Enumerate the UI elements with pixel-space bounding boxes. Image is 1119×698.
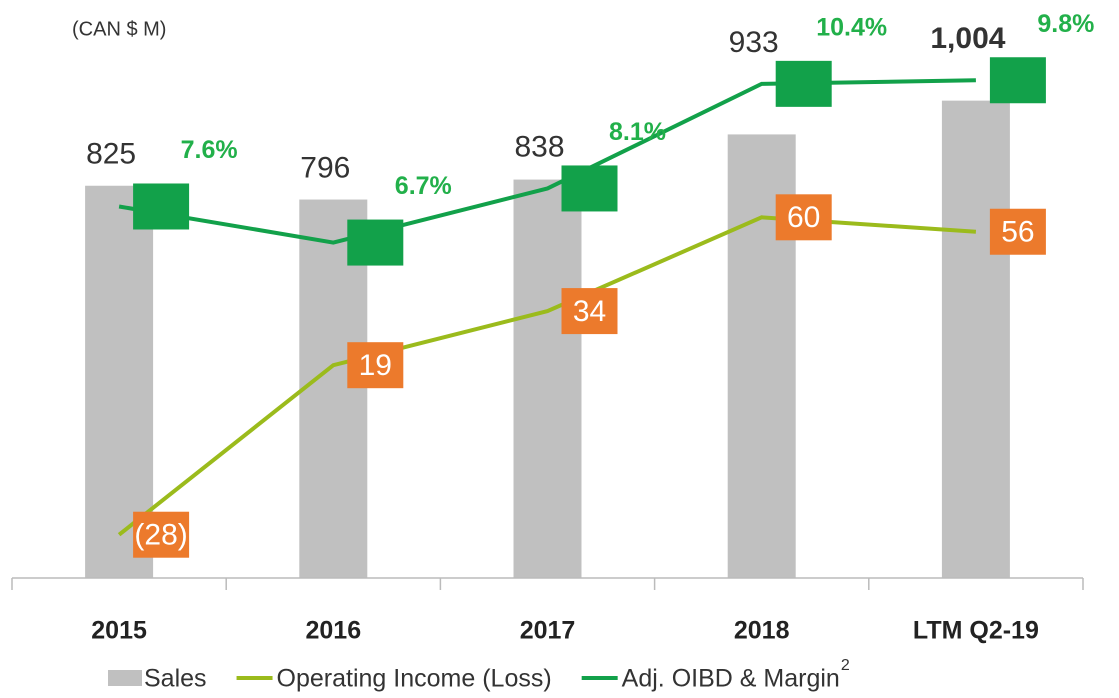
value-box bbox=[347, 219, 404, 266]
bar bbox=[513, 179, 582, 578]
line bbox=[118, 78, 976, 245]
legend-label: Adj. OIBD & Margin bbox=[622, 665, 840, 693]
x-tick-label: 2016 bbox=[305, 617, 361, 645]
value-box bbox=[989, 57, 1046, 104]
x-tick-label: 2018 bbox=[734, 617, 790, 645]
legend-swatch bbox=[108, 670, 142, 686]
x-tick-label: 2015 bbox=[91, 617, 147, 645]
margin-label: 10.4% bbox=[816, 13, 887, 41]
value-box bbox=[133, 511, 190, 558]
value-box bbox=[561, 288, 618, 335]
sales-label: 838 bbox=[514, 130, 564, 163]
value-box bbox=[561, 165, 618, 212]
x-tick-label: LTM Q2-19 bbox=[913, 617, 1039, 645]
legend-label: Sales bbox=[144, 665, 207, 693]
sales-label: 796 bbox=[300, 151, 350, 184]
legend-label: Operating Income (Loss) bbox=[277, 665, 552, 693]
margin-label: 9.8% bbox=[1037, 10, 1094, 38]
value-box bbox=[347, 342, 404, 389]
legend-superscript: 2 bbox=[841, 657, 850, 674]
x-tick-label: 2017 bbox=[520, 617, 576, 645]
value-label: 34 bbox=[573, 295, 606, 328]
sales-label: 825 bbox=[86, 138, 136, 171]
unit-label: (CAN $ M) bbox=[72, 18, 166, 40]
value-label: 56 bbox=[1001, 216, 1034, 249]
margin-label: 6.7% bbox=[395, 172, 452, 200]
value-box bbox=[775, 194, 832, 241]
margin-label: 8.1% bbox=[609, 118, 666, 146]
value-label: 60 bbox=[787, 201, 820, 234]
line bbox=[117, 215, 977, 537]
value-label: 19 bbox=[359, 349, 392, 382]
value-box bbox=[775, 60, 832, 107]
bar bbox=[941, 100, 1010, 578]
value-box bbox=[989, 208, 1046, 255]
sales-label: 1,004 bbox=[930, 22, 1005, 55]
value-box bbox=[133, 183, 190, 230]
value-label: (28) bbox=[134, 519, 187, 552]
sales-label: 933 bbox=[729, 26, 779, 59]
margin-label: 7.6% bbox=[181, 136, 238, 164]
